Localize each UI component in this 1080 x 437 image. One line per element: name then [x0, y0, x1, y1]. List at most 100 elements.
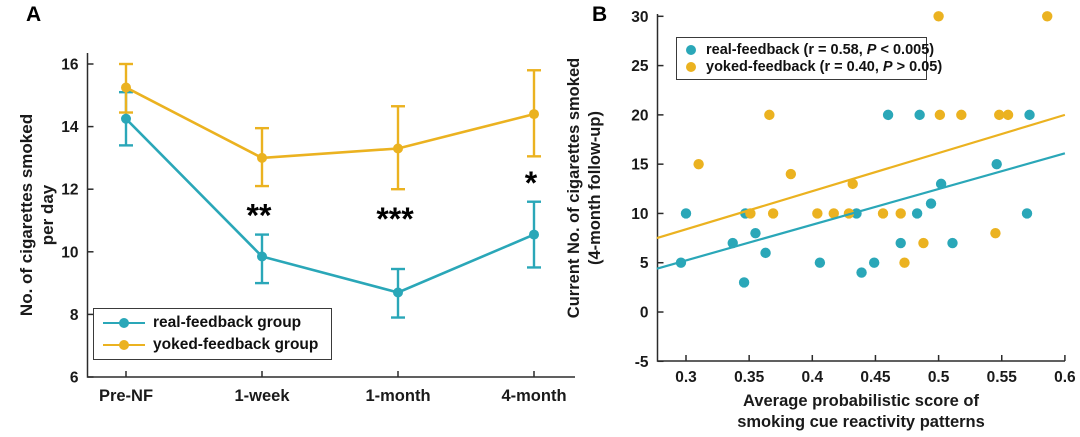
legend-label-yoked-feedback-corr: yoked-feedback (r = 0.40, P > 0.05) — [706, 59, 942, 75]
y-tick-label: -5 — [635, 354, 649, 371]
panel-b-y-axis-label-line1: Current No. of cigarettes smoked — [565, 57, 583, 319]
y-tick-label: 15 — [631, 157, 649, 174]
panel-b-y-axis-label-line2: (4-month follow-up) — [586, 111, 604, 265]
data-point — [529, 229, 539, 240]
legend-yoked-p-symbol: P — [882, 59, 893, 76]
panel-b-x-axis-label-line1: Average probabilistic score of — [743, 392, 979, 410]
scatter-point — [785, 168, 797, 180]
panel-a-letter: A — [26, 3, 42, 26]
y-tick-label: 14 — [61, 119, 79, 136]
legend-item-yoked-feedback-group: yoked-feedback group — [103, 336, 322, 354]
scatter-point — [933, 11, 944, 22]
legend-real-p-symbol: P — [866, 41, 877, 58]
regression-line — [656, 113, 1066, 240]
scatter-point — [882, 109, 894, 121]
data-point — [529, 109, 539, 120]
x-tick-label: 0.35 — [734, 369, 765, 386]
data-point — [257, 152, 267, 163]
panel-a-legend: real-feedback group yoked-feedback group — [93, 308, 332, 360]
scatter-point — [934, 109, 946, 121]
panel-a-y-axis-label-line1: No. of cigarettes smoked — [17, 113, 36, 317]
scatter-point — [738, 277, 750, 288]
scatter-point — [1002, 109, 1014, 121]
real-feedback-dot-icon — [119, 318, 129, 328]
legend-yoked-prefix: yoked-feedback (r = 0.40, — [706, 59, 883, 76]
y-tick-label: 20 — [631, 107, 648, 124]
regression-line — [656, 152, 1066, 270]
scatter-point — [877, 208, 889, 219]
series-line — [125, 86, 535, 160]
yoked-feedback-dot-icon — [119, 340, 129, 350]
panel-a-y-axis-label-line2: per day — [38, 184, 57, 246]
legend-label-real-feedback-group: real-feedback group — [153, 314, 302, 331]
data-point — [257, 251, 267, 262]
y-tick-label: 30 — [631, 9, 648, 26]
legend-real-prefix: real-feedback (r = 0.58, — [706, 41, 867, 58]
x-tick-label: 0.55 — [987, 369, 1018, 386]
panel-b-letter: B — [592, 3, 608, 26]
significance-asterisks: ** — [247, 198, 272, 234]
y-tick-label: 0 — [640, 305, 649, 322]
panel-b-x-axis-label-line2: smoking cue reactivity patterns — [737, 413, 985, 431]
scatter-point — [764, 109, 775, 121]
scatter-point — [680, 208, 692, 219]
scatter-point — [814, 257, 826, 268]
y-tick-label: 10 — [61, 244, 78, 261]
panel-b-plot: -5 0 5 10 15 20 25 30 0.3 0.35 0.4 0.45 0.5 0.55 0.6 — [631, 9, 1076, 386]
panel-b-x-axis-label: Average probabilistic score of smoking c… — [737, 391, 985, 433]
y-tick-label: 12 — [61, 182, 78, 199]
y-tick-label: 10 — [631, 206, 648, 223]
x-tick-label: 4-month — [501, 387, 566, 405]
yoked-feedback-dot-icon — [686, 62, 696, 73]
scatter-point — [991, 158, 1002, 170]
scatter-point — [1021, 208, 1033, 219]
yoked-feedback-line-marker — [103, 340, 145, 350]
series-line — [125, 117, 535, 294]
scatter-point — [947, 237, 958, 249]
y-tick-label: 6 — [70, 370, 79, 387]
data-point — [393, 143, 403, 154]
real-feedback-dot-icon — [686, 44, 696, 55]
scatter-point — [990, 227, 1001, 239]
x-tick-label: 0.3 — [675, 369, 697, 386]
scatter-point — [767, 208, 779, 219]
scatter-point — [899, 257, 910, 268]
legend-label-real-feedback-corr: real-feedback (r = 0.58, P < 0.005) — [706, 42, 934, 58]
legend-item-yoked-feedback-corr: yoked-feedback (r = 0.40, P > 0.05) — [686, 59, 942, 75]
real-feedback-line-marker — [103, 318, 145, 328]
legend-real-suffix: < 0.005) — [876, 41, 935, 58]
x-tick-label: 0.4 — [802, 369, 824, 386]
y-tick-label: 8 — [70, 307, 79, 324]
scatter-point — [750, 227, 761, 239]
x-tick-label: 0.6 — [1054, 369, 1076, 386]
scatter-point — [895, 237, 906, 249]
x-tick-label: 1-month — [365, 387, 430, 405]
x-tick-label: 0.45 — [860, 369, 891, 386]
scatter-point — [812, 208, 823, 219]
x-tick-label: 1-week — [234, 387, 290, 405]
significance-asterisks: *** — [376, 201, 414, 237]
legend-yoked-suffix: > 0.05) — [892, 59, 943, 76]
legend-item-real-feedback-group: real-feedback group — [103, 314, 322, 332]
scatter-point — [918, 237, 929, 249]
scatter-point — [856, 267, 867, 278]
legend-item-real-feedback-corr: real-feedback (r = 0.58, P < 0.005) — [686, 42, 934, 58]
data-point — [393, 287, 403, 298]
y-tick-label: 5 — [640, 255, 649, 272]
data-point — [121, 82, 131, 93]
scatter-point — [914, 109, 925, 121]
significance-asterisks: * — [525, 165, 538, 201]
scatter-point — [1042, 11, 1053, 22]
scatter-point — [828, 208, 839, 219]
scatter-point — [994, 109, 1005, 121]
panel-a-y-axis-label: No. of cigarettes smoked per day — [16, 114, 58, 316]
scatter-point — [847, 178, 858, 190]
x-tick-label: Pre-NF — [99, 387, 153, 405]
legend-label-yoked-feedback-group: yoked-feedback group — [153, 336, 319, 353]
x-tick-label: 0.5 — [928, 369, 950, 386]
scatter-point — [925, 198, 937, 209]
panel-b-legend: real-feedback (r = 0.58, P < 0.005) yoke… — [676, 37, 942, 80]
